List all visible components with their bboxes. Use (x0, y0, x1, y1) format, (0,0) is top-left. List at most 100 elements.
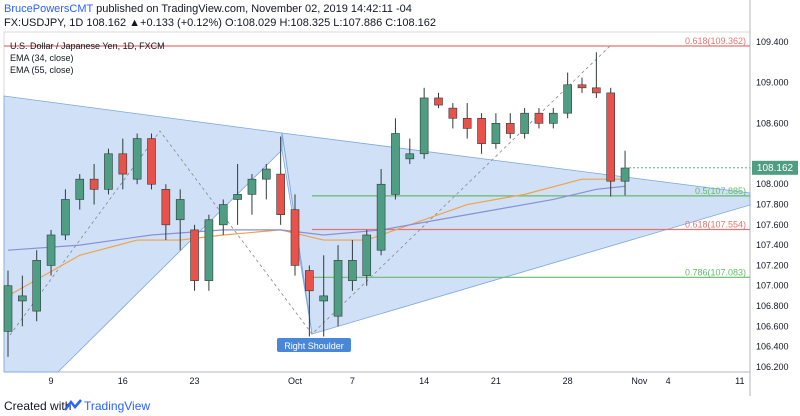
fib-label: 0.618(107.554) (685, 220, 746, 230)
created-with-text: Created with (4, 399, 72, 413)
candle (348, 240, 357, 291)
fib-label: 0.5(107.885) (695, 186, 746, 196)
candle (391, 118, 400, 200)
last-price-badge (752, 160, 798, 175)
candle-body (233, 194, 242, 200)
candle-body (405, 153, 415, 160)
candle-body (3, 285, 13, 332)
candle-body (218, 204, 228, 226)
legend-ema55: EMA (55, close) (10, 65, 74, 75)
candle (161, 184, 171, 241)
candle (606, 87, 616, 197)
candle-body (419, 97, 429, 155)
candle (61, 189, 70, 241)
candle (505, 113, 515, 139)
candle (75, 174, 85, 210)
candle (577, 77, 587, 93)
x-tick-label: 23 (190, 376, 200, 386)
candle-body (305, 270, 314, 292)
annotation-label: Right Shoulder (284, 341, 344, 351)
candle (520, 108, 529, 139)
x-tick-label: 7 (350, 376, 355, 386)
y-tick-label: 107.000 (756, 281, 789, 291)
candle (319, 255, 329, 337)
candle (419, 87, 429, 159)
publish-info: BrucePowersCMT published on TradingView.… (4, 3, 412, 15)
candle-body (18, 295, 27, 302)
candle (89, 163, 99, 205)
candle (290, 194, 300, 276)
pattern-dashed-line (9, 45, 611, 336)
candle (233, 163, 242, 225)
x-tick-label: 11 (735, 376, 744, 386)
candle-body (32, 260, 42, 312)
candle-body (118, 153, 128, 175)
last-price-label: 108.162 (757, 163, 794, 174)
y-tick-label: 107.600 (756, 220, 789, 230)
candle (104, 148, 113, 195)
candle-body (462, 117, 472, 129)
y-tick-label: 107.200 (756, 260, 789, 270)
candle-body (147, 138, 156, 185)
candle-body (563, 84, 572, 114)
candle-body (592, 87, 601, 94)
price-chart[interactable]: 0.618(109.362) 0.5(107.885) 0.618(107.554)… (0, 0, 800, 396)
y-tick-label: 109.400 (756, 37, 789, 47)
candle-body (276, 173, 285, 215)
candle (563, 72, 572, 119)
candle-body (261, 168, 271, 180)
candle-body (247, 178, 257, 195)
candle (434, 92, 443, 109)
candle (548, 108, 558, 129)
candle-body (577, 84, 587, 89)
candle-body (175, 199, 185, 221)
candle-body (61, 199, 70, 236)
candle (204, 214, 214, 291)
candle-body (89, 178, 99, 190)
candle (305, 265, 314, 337)
x-tick-label: 14 (419, 376, 429, 386)
x-tick-label: 16 (118, 376, 128, 386)
candle (462, 103, 472, 139)
legend-symbol: U.S. Dollar / Japanese Yen, 1D, FXCM (10, 41, 165, 51)
y-tick-label: 106.800 (756, 301, 789, 311)
candle-body (319, 295, 329, 302)
candle-body (491, 123, 501, 144)
candle (405, 138, 415, 164)
candle-body (505, 123, 515, 134)
candle (247, 174, 257, 215)
y-tick-label: 109.000 (756, 78, 789, 88)
candle-body (362, 234, 372, 276)
candle-body (376, 183, 386, 251)
candle-body (348, 260, 357, 281)
y-tick-label: 106.200 (756, 362, 789, 372)
candle-body (104, 153, 113, 190)
candle-body (534, 112, 544, 124)
x-tick-label: 9 (49, 376, 54, 386)
candle (592, 52, 601, 98)
y-tick-label: 108.600 (756, 118, 789, 128)
author-link[interactable]: BrucePowersCMT (4, 3, 94, 15)
candle-body (520, 112, 529, 134)
fib-label: 0.786(107.083) (685, 267, 746, 277)
candle-body (290, 209, 300, 266)
x-tick-label: 28 (563, 376, 573, 386)
candle (32, 250, 42, 322)
tradingview-logo-icon (64, 399, 82, 411)
candle (376, 169, 386, 256)
candle (333, 245, 343, 327)
candle-body (132, 138, 142, 180)
candle-body (548, 112, 558, 124)
candle (261, 163, 271, 200)
candle-body (620, 167, 630, 182)
y-tick-label: 106.600 (756, 321, 789, 331)
candle-body (75, 178, 85, 200)
candle-body (434, 97, 443, 106)
publish-text: published on TradingView.com, November 0… (93, 3, 412, 15)
ema34-line (7, 178, 626, 297)
candle (448, 103, 458, 129)
tradingview-brand[interactable]: TradingView (84, 399, 151, 413)
legend-ema34: EMA (34, close) (10, 53, 74, 63)
y-tick-label: 106.400 (756, 342, 789, 352)
candle-body (477, 117, 486, 144)
